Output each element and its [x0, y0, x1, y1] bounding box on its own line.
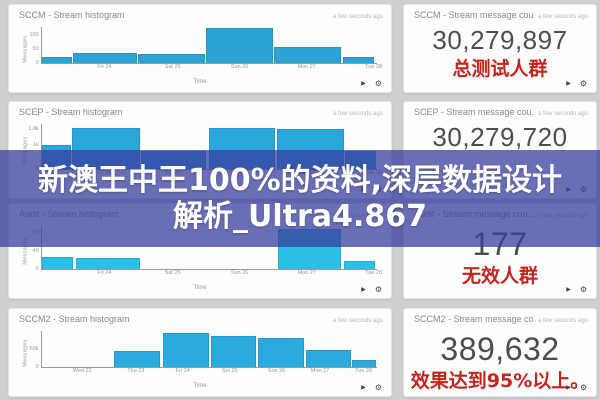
panel-sccm-histogram: SCCM - Stream histogram a few seconds ag… — [8, 4, 392, 93]
panel-actions: ▶ ⚙ — [566, 286, 587, 294]
y-axis-tick-label: 0 — [35, 60, 39, 66]
histogram-bar — [114, 351, 161, 367]
play-icon[interactable]: ▶ — [566, 385, 571, 391]
x-axis-tick-label: Mon 27 — [297, 269, 316, 276]
y-axis-tick-label: 1k — [32, 142, 39, 149]
panel-sccm2-histogram: SCCM2 - Stream histogram a few seconds a… — [8, 308, 392, 397]
play-icon[interactable]: ▶ — [566, 81, 571, 87]
panel-header: SCCM - Stream histogram a few seconds ag… — [19, 10, 383, 20]
panel-header: SCCM2 - Stream message co... a few secon… — [414, 314, 588, 324]
y-axis-title: Messages — [22, 338, 29, 367]
last-updated-text: a few seconds ago — [537, 14, 588, 20]
x-axis-tick-label: Mon 27 — [310, 367, 330, 374]
panel-title: SCCM - Stream message cou... — [414, 10, 534, 20]
sccm2-histogram-chart: 60k 0 Wed 22 Thu 23 Fri 24 Sat 25 Sun 26 Mon 27… — [9, 309, 391, 396]
panel-sccm-message-count: SCCM - Stream message cou... a few secon… — [403, 4, 597, 93]
x-axis-tick-label: Mon 27 — [297, 63, 316, 70]
histogram-bar — [42, 57, 73, 63]
y-axis-tick-label: 1.8k — [28, 126, 39, 133]
last-updated-text: a few seconds ago — [537, 111, 588, 117]
gear-icon[interactable]: ⚙ — [374, 79, 382, 88]
gear-icon[interactable]: ⚙ — [374, 285, 382, 294]
panel-title: SCCM - Stream histogram — [19, 10, 125, 20]
x-axis-tick-label: Sun 26 — [230, 269, 249, 276]
y-axis-tick-label: 100 — [29, 31, 39, 38]
last-updated-text: a few seconds ago — [332, 318, 383, 324]
y-axis-title: Messages — [22, 34, 29, 63]
panel-title: SCEP - Stream histogram — [19, 107, 123, 117]
overlay-text-line1: 新澳王中王100%的资料,深层数据设计 — [37, 162, 563, 198]
counter-caption: 总测试人群 — [452, 58, 548, 80]
x-axis-tick-label: Sat 25 — [164, 63, 181, 70]
plot-area: 100 50 0 Fri 24 Sat 25 Sun 26 Mon 27 Tue 28 — [29, 27, 382, 70]
last-updated-text: a few seconds ago — [537, 318, 588, 324]
histogram-bar — [210, 336, 257, 367]
x-axis-title: Time — [193, 79, 207, 85]
panel-title: SCCM2 - Stream histogram — [19, 314, 130, 324]
panel-actions: ▶ ⚙ — [566, 80, 587, 88]
x-axis-tick-label: Tue 28 — [365, 269, 383, 276]
message-count-value: 30,279,897 — [432, 25, 568, 55]
gear-icon[interactable]: ⚙ — [579, 79, 587, 88]
panel-header: SCCM2 - Stream histogram a few seconds a… — [19, 314, 383, 324]
histogram-bar — [73, 52, 137, 63]
panel-actions: ▶ ⚙ — [361, 286, 382, 294]
gear-icon[interactable]: ⚙ — [374, 383, 382, 392]
panel-actions: ▶ ⚙ — [566, 384, 587, 392]
gear-icon[interactable]: ⚙ — [579, 285, 587, 294]
panel-actions: ▶ ⚙ — [361, 80, 382, 88]
x-axis-tick-label: Tue 28 — [365, 63, 383, 70]
sccm-histogram-chart: 100 50 0 Fri 24 Sat 25 Sun 26 Mon 27 Tue 28 Mess… — [9, 5, 391, 92]
x-axis-tick-label: Wed 22 — [72, 367, 92, 374]
histogram-bar — [352, 360, 376, 367]
y-axis-tick-label: 0 — [35, 364, 39, 370]
panel-header: SCEP - Stream message cou... a few secon… — [414, 107, 588, 117]
plot-area: 60k 0 Wed 22 Thu 23 Fri 24 Sat 25 Sun 26 Mon 27… — [30, 331, 377, 374]
panel-header: SCEP - Stream histogram a few seconds ag… — [19, 107, 383, 117]
histogram-bar — [206, 28, 274, 63]
x-axis-tick-label: Fri 24 — [175, 367, 190, 374]
histogram-bar — [274, 46, 342, 63]
last-updated-text: a few seconds ago — [332, 111, 383, 117]
counter-caption: 无效人群 — [461, 265, 538, 287]
x-axis-tick-label: Sun 26 — [267, 367, 286, 374]
play-icon[interactable]: ▶ — [361, 287, 366, 293]
play-icon[interactable]: ▶ — [361, 385, 366, 391]
x-axis-tick-label: Fri 24 — [97, 269, 112, 276]
overlay-text-line2: 解析_Ultra4.867 — [173, 198, 427, 234]
gear-icon[interactable]: ⚙ — [579, 383, 587, 392]
panel-title: SCEP - Stream message cou... — [414, 107, 534, 117]
y-axis-tick-label: 50 — [32, 46, 39, 53]
message-count-value: 30,279,720 — [432, 122, 568, 152]
counter-caption: 效果达到95%以上。 — [410, 370, 590, 392]
histogram-bar — [138, 54, 206, 63]
histogram-bar — [42, 256, 74, 269]
x-axis-tick-label: Fri 24 — [97, 63, 112, 70]
x-axis-tick-label: Sat 25 — [221, 367, 238, 374]
play-icon[interactable]: ▶ — [566, 287, 571, 293]
promo-overlay-banner: 新澳王中王100%的资料,深层数据设计 解析_Ultra4.867 — [0, 150, 600, 247]
x-axis-tick-label: Sat 25 — [164, 269, 181, 276]
last-updated-text: a few seconds ago — [332, 14, 383, 20]
x-axis-tick-label: Sun 26 — [230, 63, 249, 70]
x-axis-tick-label: Tue 28 — [355, 367, 373, 374]
message-count-value: 389,632 — [440, 331, 560, 367]
histogram-bar — [306, 350, 351, 367]
histogram-bar — [162, 333, 209, 367]
panel-header: SCCM - Stream message cou... a few secon… — [414, 10, 588, 20]
y-axis-tick-label: 60k — [29, 346, 39, 352]
play-icon[interactable]: ▶ — [361, 81, 366, 87]
x-axis-title: Time — [193, 285, 207, 291]
y-axis-tick-label: 40 — [32, 247, 39, 254]
histogram-bar — [258, 337, 304, 367]
histogram-bar — [75, 257, 141, 269]
y-axis-tick-label: 0 — [35, 266, 39, 272]
histogram-bar — [343, 261, 376, 269]
panel-sccm2-message-count: SCCM2 - Stream message co... a few secon… — [403, 308, 597, 397]
x-axis-title: Time — [193, 383, 207, 389]
panel-actions: ▶ ⚙ — [361, 384, 382, 392]
x-axis-tick-label: Thu 23 — [127, 367, 145, 374]
histogram-bar — [342, 57, 375, 63]
panel-title: SCCM2 - Stream message co... — [414, 314, 534, 324]
